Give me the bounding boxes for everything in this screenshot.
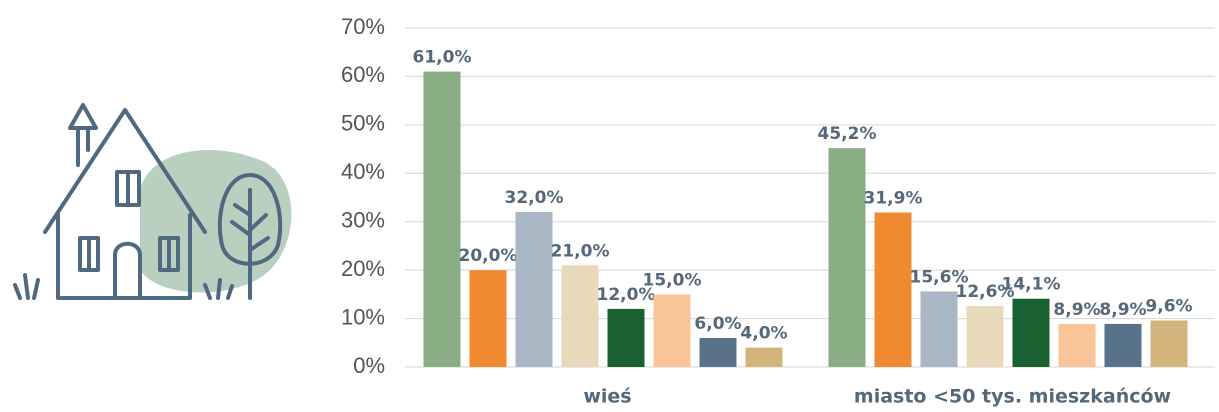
value-label: 31,9% [864, 189, 923, 209]
value-label: 6,0% [694, 314, 741, 334]
y-tick-label: 30% [341, 208, 385, 233]
bar [423, 71, 461, 367]
bar [1150, 320, 1188, 367]
value-label: 8,9% [1099, 300, 1146, 320]
value-label: 8,9% [1053, 300, 1100, 320]
y-tick-label: 70% [341, 14, 385, 39]
y-tick-label: 20% [341, 256, 385, 281]
bar [1058, 323, 1096, 367]
bar [745, 347, 783, 367]
value-label: 12,0% [597, 285, 656, 305]
value-label: 12,6% [956, 282, 1015, 302]
value-label: 15,0% [643, 270, 702, 290]
value-label: 4,0% [740, 324, 787, 344]
value-label: 32,0% [505, 188, 564, 208]
house-illustration [13, 103, 292, 300]
x-tick-label: wieś [583, 386, 631, 408]
bar [607, 308, 645, 367]
y-tick-label: 40% [341, 159, 385, 184]
bar [1104, 323, 1142, 367]
bar [515, 212, 553, 367]
value-label: 21,0% [551, 241, 610, 261]
y-tick-label: 60% [341, 62, 385, 87]
value-label: 45,2% [818, 124, 877, 144]
value-label: 14,1% [1002, 275, 1061, 295]
value-label: 9,6% [1145, 297, 1192, 317]
y-tick-label: 0% [353, 353, 385, 378]
value-label: 20,0% [459, 246, 518, 266]
value-label: 61,0% [413, 48, 472, 68]
y-tick-label: 10% [341, 304, 385, 329]
bar [653, 294, 691, 367]
y-tick-label: 50% [341, 111, 385, 136]
bar [561, 265, 599, 367]
bar [828, 148, 866, 367]
bar [699, 337, 737, 367]
bar [920, 291, 958, 367]
x-tick-label: miasto <50 tys. mieszkańców [854, 386, 1171, 408]
bar [469, 270, 507, 367]
bar [966, 305, 1004, 367]
bar [874, 212, 912, 367]
value-label: 15,6% [910, 267, 969, 287]
bar [1012, 298, 1050, 367]
